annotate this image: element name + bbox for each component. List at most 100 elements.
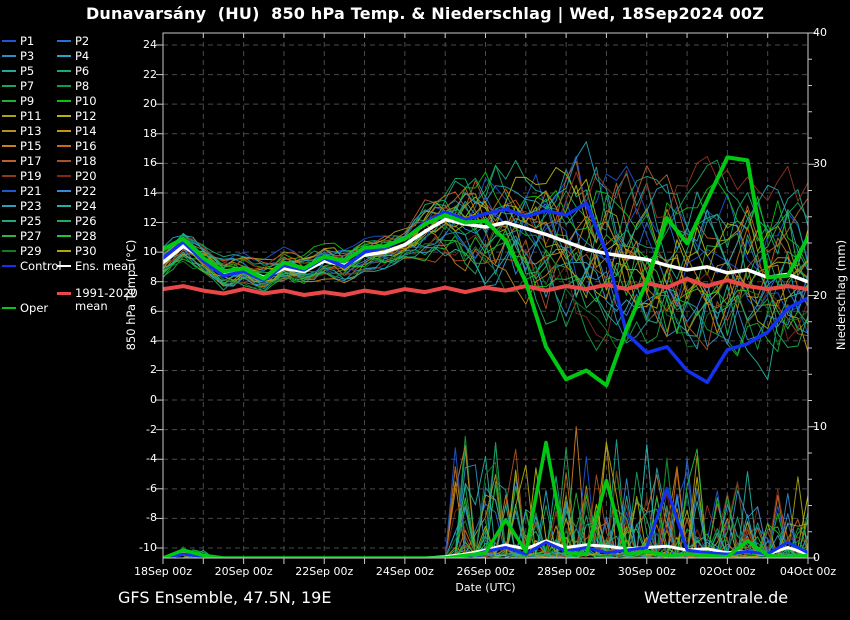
legend-item-p16: P16: [57, 139, 97, 153]
site-caption: Wetterzentrale.de: [644, 588, 789, 607]
legend-item-p7: P7: [2, 79, 34, 93]
member-precip-line: [163, 467, 808, 558]
legend-label: P3: [20, 49, 35, 63]
legend-label: P16: [75, 139, 97, 153]
member-temp-line: [163, 166, 808, 286]
legend-label: P25: [20, 214, 42, 228]
temp-tick-label: 22: [143, 67, 157, 81]
legend-item-p25: P25: [2, 214, 42, 228]
right-axis-title: Niederschlag (mm): [834, 239, 848, 351]
legend-item-p20: P20: [57, 169, 97, 183]
legend-line-swatch: [57, 100, 71, 102]
legend-line-swatch: [2, 130, 16, 132]
legend-label: P15: [20, 139, 42, 153]
legend-label: P20: [75, 169, 97, 183]
precip-tick-label: 40: [813, 26, 827, 39]
legend-label: P6: [75, 64, 90, 78]
grid-lines: [163, 33, 808, 558]
date-tick-label: 22Sep 00z: [295, 565, 354, 578]
legend-item-p1: P1: [2, 34, 34, 48]
temp-tick-label: 12: [143, 215, 157, 229]
legend-line-swatch: [2, 250, 16, 252]
temp-tick-label: -6: [146, 481, 157, 495]
legend-line-swatch: [57, 235, 71, 237]
legend-item-p28: P28: [57, 229, 97, 243]
legend-item-p23: P23: [2, 199, 42, 213]
legend-item-p15: P15: [2, 139, 42, 153]
legend-item-p9: P9: [2, 94, 34, 108]
date-tick-label: 04Oct 00z: [779, 565, 837, 578]
legend-line-swatch: [57, 190, 71, 192]
legend-label: P2: [75, 34, 90, 48]
legend-item-p24: P24: [57, 199, 97, 213]
legend-item-ens-mean: Ens. mean: [57, 259, 135, 273]
temp-tick-label: 16: [143, 156, 157, 170]
legend-label: P29: [20, 244, 42, 258]
legend-line-swatch: [57, 220, 71, 222]
legend-item-p30: P30: [57, 244, 97, 258]
temp-tick-label: -8: [146, 511, 157, 525]
legend-line-swatch: [2, 100, 16, 102]
legend-label: P14: [75, 124, 97, 138]
temp-tick-label: -10: [139, 541, 157, 554]
legend-label: P7: [20, 79, 35, 93]
legend-label: P12: [75, 109, 97, 123]
legend-line-swatch: [2, 307, 16, 309]
temp-tick-label: 10: [143, 245, 157, 259]
legend-item-climate-mean-line2: mean: [75, 299, 108, 313]
temp-tick-label: 6: [150, 304, 157, 318]
legend-line-swatch: [2, 70, 16, 72]
legend-label: P8: [75, 79, 90, 93]
member-temp-line: [163, 200, 808, 330]
legend-label: P27: [20, 229, 42, 243]
legend-line-swatch: [57, 175, 71, 177]
legend-line-swatch: [2, 265, 16, 267]
legend-item-p19: P19: [2, 169, 42, 183]
date-tick-label: 26Sep 00z: [456, 565, 515, 578]
legend-item-p4: P4: [57, 49, 89, 63]
legend-label: P4: [75, 49, 90, 63]
legend-line-swatch: [2, 235, 16, 237]
legend-item-p17: P17: [2, 154, 42, 168]
legend-line-swatch: [2, 175, 16, 177]
legend-item-p22: P22: [57, 184, 97, 198]
date-tick-label: 24Sep 00z: [375, 565, 434, 578]
temp-tick-label: -2: [146, 422, 157, 436]
legend-item-p5: P5: [2, 64, 34, 78]
precip-tick-label: 20: [813, 288, 827, 302]
legend-item-p18: P18: [57, 154, 97, 168]
temp-tick-label: 18: [143, 126, 157, 140]
temp-tick-label: -4: [146, 452, 157, 466]
legend-line-swatch: [2, 205, 16, 207]
legend-item-p26: P26: [57, 214, 97, 228]
member-temp-line: [163, 228, 808, 348]
legend-line-swatch: [2, 145, 16, 147]
legend-label: P9: [20, 94, 35, 108]
member-precip-line: [163, 492, 808, 558]
climate-mean-line: [163, 276, 808, 297]
legend-label: Control: [20, 259, 62, 273]
date-tick-label: 18Sep 00z: [134, 565, 192, 578]
legend-label: P21: [20, 184, 42, 198]
legend-line-swatch: [2, 220, 16, 222]
legend-line-swatch: [57, 70, 71, 72]
legend-line-swatch: [2, 40, 16, 42]
legend-line-swatch: [57, 160, 71, 162]
legend-line-swatch: [57, 250, 71, 252]
legend-line-swatch: [57, 205, 71, 207]
legend-label: P28: [75, 229, 97, 243]
member-temp-line: [163, 184, 808, 276]
legend-line-swatch: [57, 115, 71, 117]
legend-item-control: Control: [2, 259, 62, 273]
temp-tick-label: 8: [150, 274, 157, 288]
legend-line-swatch: [2, 85, 16, 87]
model-caption: GFS Ensemble, 47.5N, 19E: [118, 588, 332, 607]
member-temp-line: [163, 171, 808, 269]
legend-item-p14: P14: [57, 124, 97, 138]
temp-tick-label: 2: [150, 363, 157, 377]
legend-label: P1: [20, 34, 35, 48]
date-tick-label: 02Oct 00z: [699, 565, 756, 578]
legend-label: Ens. mean: [75, 259, 136, 273]
